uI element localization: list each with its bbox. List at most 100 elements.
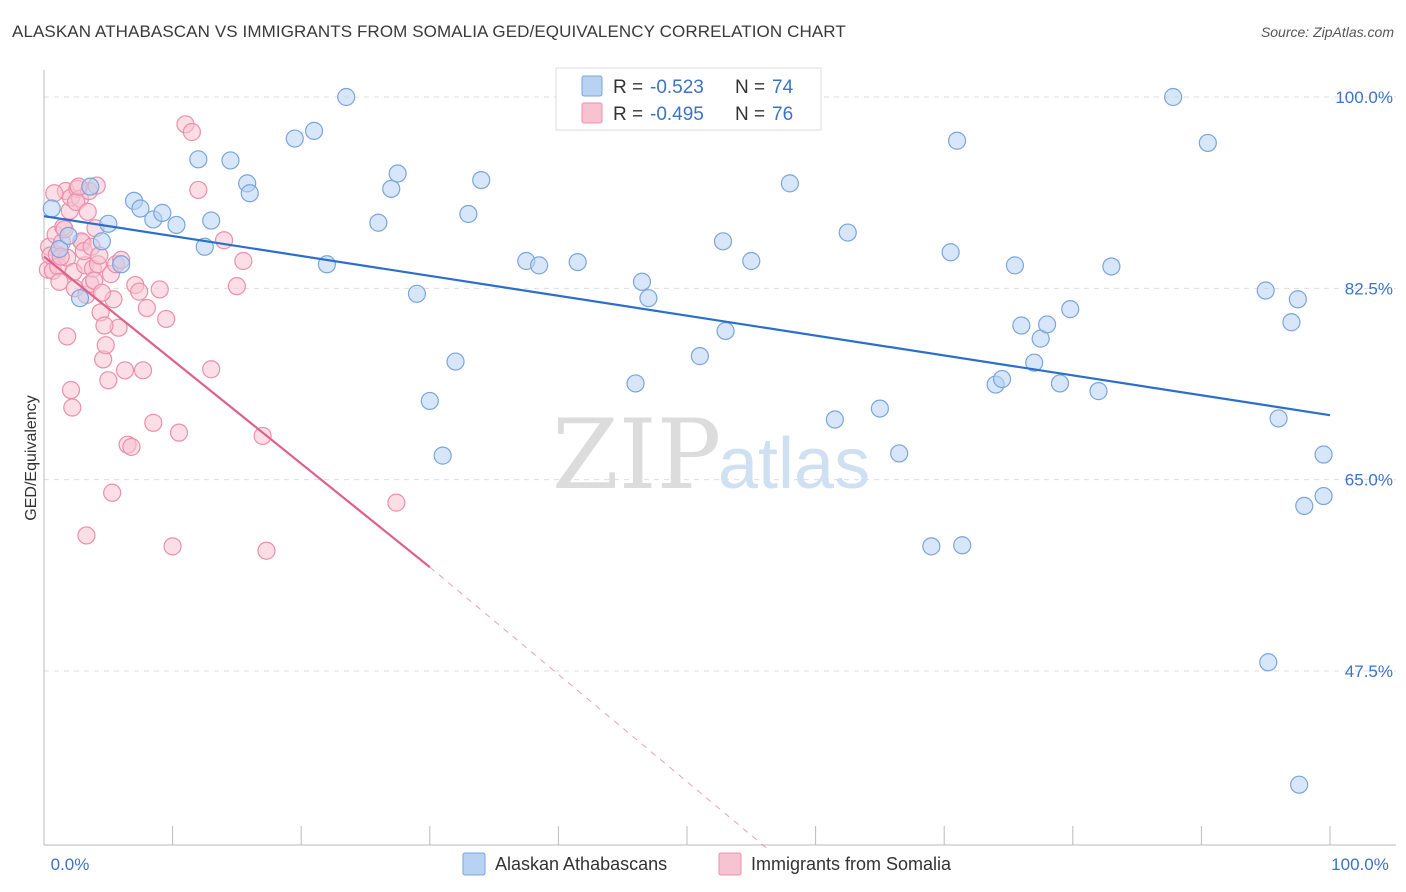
- point-athabascan: [1256, 281, 1275, 300]
- point-somalia: [137, 298, 156, 318]
- point-somalia: [202, 360, 221, 379]
- point-somalia: [387, 493, 406, 512]
- point-athabascan: [99, 214, 118, 233]
- point-athabascan: [530, 256, 549, 275]
- point-athabascan: [992, 369, 1012, 389]
- point-athabascan: [70, 289, 90, 308]
- point-somalia: [227, 277, 246, 296]
- trendline-athabascan: [43, 215, 1331, 417]
- point-athabascan: [626, 374, 645, 393]
- point-athabascan: [568, 252, 587, 272]
- point-athabascan: [1037, 315, 1057, 334]
- point-somalia: [96, 336, 115, 355]
- point-athabascan: [433, 446, 452, 465]
- point-athabascan: [953, 536, 972, 555]
- point-athabascan: [153, 203, 172, 222]
- stats-r-label-pink: R =: [613, 104, 643, 125]
- point-athabascan: [941, 243, 960, 262]
- point-athabascan: [189, 150, 208, 169]
- trendlines: [43, 215, 1331, 852]
- point-athabascan: [1259, 653, 1278, 672]
- point-athabascan: [388, 164, 407, 183]
- point-somalia: [163, 537, 182, 556]
- point-athabascan: [1198, 133, 1217, 153]
- point-athabascan: [890, 444, 909, 463]
- watermark: ZIP atlas: [552, 399, 870, 511]
- point-athabascan: [639, 289, 658, 308]
- source-label: Source: ZipAtlas.com: [1260, 24, 1394, 40]
- point-somalia: [122, 437, 141, 456]
- point-somalia: [63, 398, 82, 417]
- point-athabascan: [1102, 257, 1121, 276]
- y-tick-label: 82.5%: [1345, 279, 1393, 298]
- x-tick-label-min: 0.0%: [51, 855, 90, 874]
- point-athabascan: [1089, 382, 1108, 401]
- watermark-zip: ZIP: [552, 399, 721, 511]
- legend: Alaskan Athabascans Immigrants from Soma…: [462, 852, 952, 876]
- point-somalia: [157, 309, 176, 329]
- point-athabascan: [716, 321, 735, 341]
- point-athabascan: [446, 352, 465, 371]
- point-somalia: [92, 283, 111, 302]
- stats-r-value-blue: -0.523: [650, 77, 704, 98]
- point-somalia: [234, 251, 253, 271]
- y-axis-tick-labels: 47.5% 65.0% 82.5% 100.0%: [1335, 88, 1393, 681]
- stats-n-label-blue: N =: [735, 77, 765, 98]
- point-athabascan: [112, 255, 131, 274]
- legend-swatch-somalia: [718, 852, 742, 876]
- trendline-somalia-extrapolated: [429, 566, 771, 852]
- series-somalia-points: [38, 115, 406, 560]
- axes: [43, 70, 1396, 846]
- point-somalia: [78, 202, 97, 221]
- stats-r-label-blue: R =: [613, 77, 643, 98]
- point-somalia: [169, 423, 189, 442]
- point-athabascan: [1012, 316, 1031, 335]
- point-athabascan: [42, 199, 61, 218]
- point-athabascan: [713, 232, 733, 251]
- y-tick-label: 47.5%: [1345, 662, 1393, 681]
- point-athabascan: [1061, 300, 1080, 319]
- point-athabascan: [1314, 445, 1333, 464]
- x-tick-label-max: 100.0%: [1331, 855, 1389, 874]
- point-athabascan: [382, 179, 401, 198]
- point-athabascan: [1288, 290, 1307, 309]
- point-athabascan: [825, 410, 844, 429]
- point-athabascan: [472, 170, 491, 190]
- point-athabascan: [50, 239, 69, 259]
- point-athabascan: [285, 129, 304, 148]
- chart-title: ALASKAN ATHABASCAN VS IMMIGRANTS FROM SO…: [12, 22, 846, 41]
- point-athabascan: [131, 199, 150, 218]
- y-axis-title: GED/Equivalency: [23, 395, 40, 520]
- point-athabascan: [947, 131, 967, 150]
- point-somalia: [130, 282, 149, 301]
- point-somalia: [50, 272, 69, 291]
- point-athabascan: [81, 177, 100, 196]
- point-athabascan: [1050, 374, 1070, 393]
- point-athabascan: [304, 121, 324, 140]
- series-athabascan-points: [42, 87, 1333, 794]
- point-somalia: [150, 280, 169, 299]
- stats-n-value-blue: 74: [772, 77, 794, 98]
- point-somalia: [182, 122, 201, 142]
- point-athabascan: [459, 204, 478, 224]
- point-athabascan: [632, 272, 652, 291]
- trendline-somalia: [43, 255, 431, 568]
- point-athabascan: [167, 215, 186, 235]
- point-somalia: [257, 541, 276, 560]
- x-axis-ticks: [172, 826, 1331, 845]
- point-somalia: [77, 526, 96, 545]
- y-tick-label: 65.0%: [1345, 471, 1393, 490]
- watermark-atlas: atlas: [718, 424, 870, 504]
- point-athabascan: [1164, 87, 1183, 107]
- y-tick-label: 100.0%: [1335, 88, 1393, 107]
- stats-swatch-pink: [581, 102, 603, 124]
- point-athabascan: [337, 87, 356, 107]
- stats-box: R = -0.523 N = 74 R = -0.495 N = 76: [555, 67, 822, 131]
- point-athabascan: [1290, 775, 1309, 794]
- legend-swatch-athabascan: [462, 852, 486, 876]
- point-athabascan: [870, 399, 890, 418]
- point-somalia: [95, 316, 114, 335]
- point-somalia: [253, 426, 272, 446]
- point-athabascan: [221, 151, 240, 170]
- point-athabascan: [1025, 353, 1044, 372]
